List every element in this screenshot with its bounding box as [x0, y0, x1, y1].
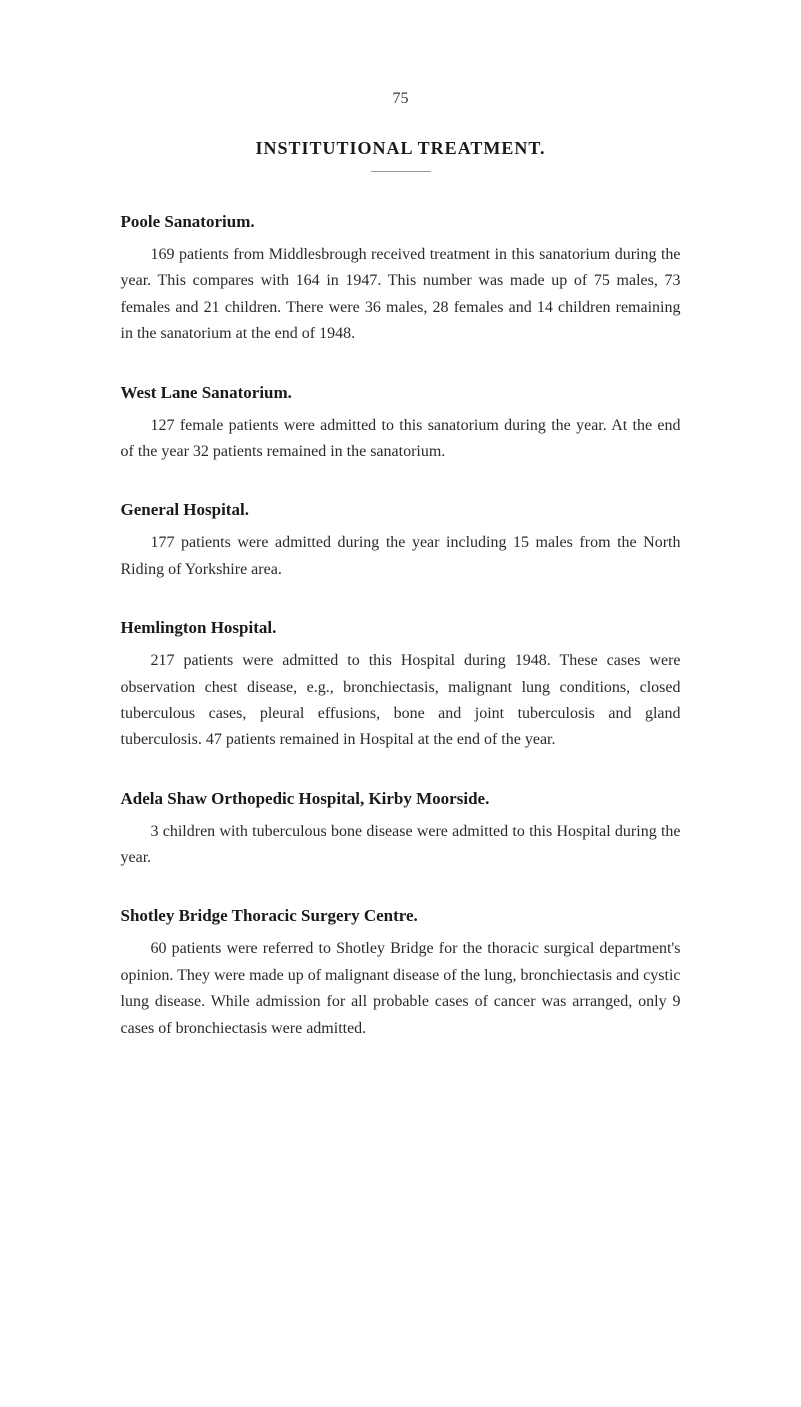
section-heading: Shotley Bridge Thoracic Surgery Centre.	[121, 906, 681, 926]
section-body: 169 patients from Middlesbrough received…	[121, 242, 681, 348]
section-heading: Hemlington Hospital.	[121, 618, 681, 638]
section-body: 60 patients were referred to Shotley Bri…	[121, 936, 681, 1042]
section-heading: Poole Sanatorium.	[121, 212, 681, 232]
section-body: 217 patients were admitted to this Hospi…	[121, 648, 681, 754]
document-page: 75 INSTITUTIONAL TREATMENT. Poole Sanato…	[41, 50, 761, 1117]
section-hemlington-hospital: Hemlington Hospital. 217 patients were a…	[121, 618, 681, 754]
page-number: 75	[121, 90, 681, 108]
title-underline	[371, 171, 431, 172]
section-adela-shaw-hospital: Adela Shaw Orthopedic Hospital, Kirby Mo…	[121, 789, 681, 872]
section-heading: Adela Shaw Orthopedic Hospital, Kirby Mo…	[121, 789, 681, 809]
section-body: 127 female patients were admitted to thi…	[121, 413, 681, 466]
section-west-lane-sanatorium: West Lane Sanatorium. 127 female patient…	[121, 383, 681, 466]
section-general-hospital: General Hospital. 177 patients were admi…	[121, 500, 681, 583]
section-poole-sanatorium: Poole Sanatorium. 169 patients from Midd…	[121, 212, 681, 348]
main-title: INSTITUTIONAL TREATMENT.	[121, 138, 681, 159]
section-heading: General Hospital.	[121, 500, 681, 520]
section-body: 3 children with tuberculous bone disease…	[121, 819, 681, 872]
section-shotley-bridge: Shotley Bridge Thoracic Surgery Centre. …	[121, 906, 681, 1042]
section-heading: West Lane Sanatorium.	[121, 383, 681, 403]
section-body: 177 patients were admitted during the ye…	[121, 530, 681, 583]
